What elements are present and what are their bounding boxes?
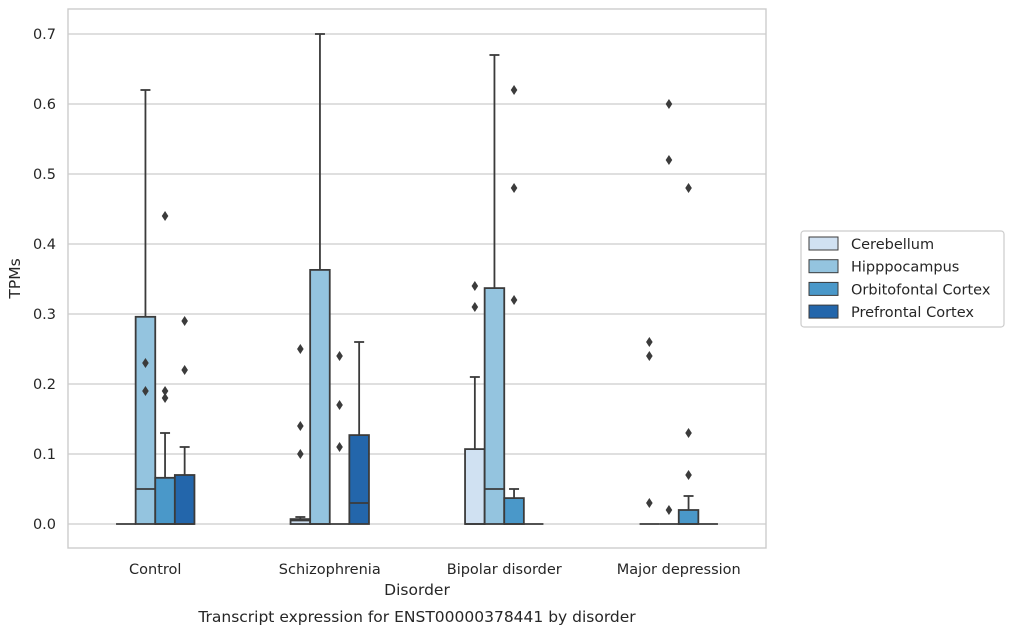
outlier-point xyxy=(646,498,653,508)
y-tick-label: 0.7 xyxy=(33,27,56,43)
legend-swatch xyxy=(808,236,839,251)
outlier-point xyxy=(665,99,673,109)
y-tick-label: 0.0 xyxy=(33,517,56,533)
box-body xyxy=(134,315,157,525)
outlier-point xyxy=(142,386,149,396)
legend-item: Hipppocampus xyxy=(808,259,959,276)
legend-swatch xyxy=(808,259,839,274)
outlier-point xyxy=(181,316,188,326)
legend-swatch xyxy=(808,304,839,319)
box xyxy=(348,341,370,525)
box xyxy=(154,211,176,525)
box xyxy=(483,54,506,525)
legend-frame xyxy=(800,230,1005,328)
x-axis-label: Disorder xyxy=(384,581,450,599)
y-axis-ticks: 0.0 0.1 0.2 0.3 0.4 0.5 0.6 0.7 xyxy=(33,27,56,533)
box xyxy=(639,337,660,525)
box-body xyxy=(348,434,370,525)
outlier-point xyxy=(685,470,692,480)
legend-swatch xyxy=(808,281,839,296)
outlier-point xyxy=(471,302,479,312)
outlier-point xyxy=(297,421,304,431)
box-body xyxy=(173,474,196,525)
outlier-point xyxy=(685,183,692,193)
box xyxy=(309,33,331,525)
outlier-point xyxy=(161,393,169,403)
outlier-point xyxy=(142,358,149,368)
y-axis-label: TPMs xyxy=(6,258,24,299)
box-body xyxy=(677,509,700,525)
box xyxy=(503,85,525,525)
legend: Cerebellum Hipppocampus Orbitofontal Corte… xyxy=(800,230,1005,328)
box-series xyxy=(116,33,718,525)
legend-label: Cerebellum xyxy=(851,237,934,253)
outlier-point xyxy=(297,449,304,459)
outlier-point xyxy=(510,85,518,95)
outlier-point xyxy=(336,442,343,452)
box xyxy=(464,281,486,525)
x-tick-label: Bipolar disorder xyxy=(447,562,562,578)
box xyxy=(134,89,157,525)
series-hipppocampus xyxy=(134,33,679,525)
y-tick-label: 0.4 xyxy=(33,237,56,253)
outlier-point xyxy=(471,281,479,291)
legend-label: Orbitofontal Cortex xyxy=(851,282,991,298)
box-body xyxy=(309,268,331,525)
box-body xyxy=(154,476,176,525)
y-tick-label: 0.2 xyxy=(33,377,56,393)
chart-caption: Transcript expression for ENST0000037844… xyxy=(197,608,636,626)
outlier-point xyxy=(685,428,692,438)
outlier-point xyxy=(665,505,673,515)
legend-label: Hipppocampus xyxy=(851,260,959,276)
x-tick-label: Schizophrenia xyxy=(279,562,381,578)
outlier-point xyxy=(181,365,188,375)
legend-item: Prefrontal Cortex xyxy=(808,304,974,321)
outlier-point xyxy=(161,211,169,221)
x-tick-label: Major depression xyxy=(617,562,741,578)
outlier-point xyxy=(665,155,673,165)
x-tick-label: Control xyxy=(129,562,181,578)
y-tick-label: 0.5 xyxy=(33,167,56,183)
outlier-point xyxy=(510,183,518,193)
series-prefrontal-cortex xyxy=(173,316,718,525)
series-orbitofontal-cortex xyxy=(154,85,700,525)
box xyxy=(289,344,312,525)
box xyxy=(659,99,679,525)
legend-item: Cerebellum xyxy=(808,236,934,253)
outlier-point xyxy=(297,344,304,354)
box-body xyxy=(464,448,486,525)
box-body xyxy=(503,497,525,525)
box xyxy=(173,316,196,525)
x-axis-ticks: Control Schizophrenia Bipolar disorder Majo… xyxy=(129,562,741,578)
grid-lines xyxy=(68,33,766,525)
outlier-point xyxy=(646,351,653,361)
legend-item: Orbitofontal Cortex xyxy=(808,281,991,298)
plot-frame xyxy=(67,8,767,549)
y-tick-label: 0.1 xyxy=(33,447,56,463)
box-body xyxy=(483,287,506,525)
outlier-point xyxy=(510,295,518,305)
outlier-point xyxy=(646,337,653,347)
outlier-point xyxy=(336,351,343,361)
y-tick-label: 0.6 xyxy=(33,97,56,113)
outlier-point xyxy=(161,386,169,396)
y-tick-label: 0.3 xyxy=(33,307,56,323)
box xyxy=(329,351,350,525)
series-cerebellum xyxy=(116,281,660,525)
legend-label: Prefrontal Cortex xyxy=(851,305,974,321)
box xyxy=(677,183,700,525)
outlier-point xyxy=(336,400,343,410)
